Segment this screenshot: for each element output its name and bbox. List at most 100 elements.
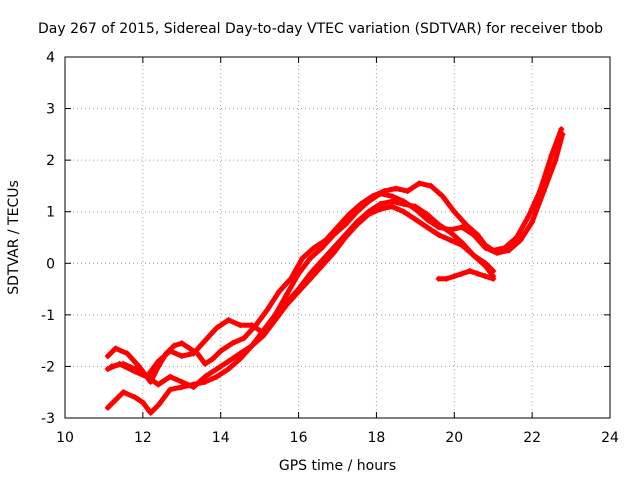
y-tick-label: -1 [41, 308, 55, 324]
series-track-5 [435, 268, 497, 282]
data-point-plus [124, 350, 131, 357]
data-point-plus [416, 180, 423, 187]
data-point-plus [209, 355, 216, 362]
data-point-plus [104, 366, 111, 373]
data-point-plus [424, 211, 431, 218]
x-tick-label: 20 [445, 430, 463, 446]
data-point-plus [342, 221, 349, 228]
x-tick-label: 22 [523, 430, 541, 446]
data-point-plus [459, 242, 466, 249]
data-point-plus [260, 332, 267, 339]
data-point-plus [404, 188, 411, 195]
y-tick-label: 2 [46, 153, 55, 169]
x-axis-ticks: 10 12 14 16 18 20 22 24 [56, 57, 619, 446]
data-point-plus [365, 198, 372, 205]
plot-frame [64, 56, 611, 419]
data-point-plus [451, 273, 458, 280]
x-axis-label: GPS time / hours [279, 458, 396, 474]
data-point-plus [112, 345, 119, 352]
data-point-plus [311, 244, 318, 251]
data-point-plus [548, 151, 555, 158]
data-point-plus [202, 373, 209, 380]
data-point-plus [248, 342, 255, 349]
y-axis-label: SDTVAR / TECUs [6, 180, 22, 295]
data-point-plus [389, 203, 395, 210]
y-tick-label: 0 [46, 256, 55, 272]
data-point-plus [120, 389, 127, 396]
data-point-plus [558, 126, 565, 133]
data-point-plus [178, 353, 185, 360]
data-point-plus [466, 268, 473, 275]
data-point-plus [217, 347, 224, 354]
data-point-plus [435, 231, 442, 238]
data-point-plus [505, 247, 512, 254]
series-line [109, 204, 496, 390]
data-point-plus [299, 255, 306, 262]
data-point-plus [202, 337, 209, 344]
series-track-2 [104, 131, 566, 380]
data-point-plus [237, 322, 244, 329]
data-point-plus [482, 244, 489, 251]
data-point-plus [330, 231, 337, 238]
data-point-plus [155, 402, 162, 409]
y-tick-label: 3 [46, 102, 55, 118]
data-point-plus [132, 366, 139, 373]
data-point-plus [474, 270, 481, 277]
data-point-plus [229, 340, 236, 347]
data-point-plus [377, 200, 384, 207]
data-point-plus [167, 373, 174, 380]
x-tick-label: 18 [368, 430, 386, 446]
data-point-plus [135, 363, 142, 370]
y-tick-label: 4 [46, 50, 55, 66]
data-point-plus [346, 211, 353, 218]
data-point-plus [318, 262, 325, 269]
data-point-plus [178, 384, 185, 391]
x-tick-label: 16 [290, 430, 308, 446]
data-series [104, 126, 566, 416]
data-point-plus [190, 384, 197, 391]
data-point-plus [225, 358, 232, 365]
data-point-plus [143, 373, 150, 380]
x-tick-label: 10 [56, 430, 74, 446]
data-point-plus [190, 350, 197, 357]
data-point-plus [167, 386, 174, 393]
data-point-plus [470, 231, 477, 238]
data-point-plus [295, 288, 302, 295]
data-point-plus [178, 340, 185, 347]
data-point-plus [104, 353, 111, 360]
data-point-plus [482, 273, 489, 280]
data-point-plus [108, 363, 115, 370]
y-tick-label: 1 [46, 205, 55, 221]
data-point-plus [525, 213, 532, 220]
data-point-plus [482, 260, 489, 267]
x-tick-label: 12 [134, 430, 152, 446]
data-point-plus [237, 355, 244, 362]
data-point-plus [213, 366, 220, 373]
data-point-plus [132, 394, 139, 401]
data-point-plus [424, 224, 431, 231]
data-point-plus [529, 219, 536, 226]
data-point-plus [225, 317, 232, 324]
data-point-plus [400, 208, 407, 215]
data-point-plus [178, 378, 185, 385]
data-point-plus [241, 335, 248, 342]
data-point-plus [439, 193, 446, 200]
data-point-plus [389, 198, 395, 205]
data-point-plus [412, 203, 419, 210]
data-point-plus [248, 322, 255, 329]
data-point-plus [389, 193, 395, 200]
data-point-plus [513, 234, 520, 241]
data-point-plus [540, 188, 547, 195]
data-point-plus [427, 182, 434, 189]
data-point-plus [307, 275, 314, 282]
series-track-4 [108, 203, 497, 391]
data-point-plus [155, 381, 162, 388]
data-point-plus [377, 190, 384, 197]
data-point-plus [462, 221, 469, 228]
data-point-plus [412, 216, 419, 223]
data-point-plus [353, 208, 360, 215]
data-point-plus [225, 366, 232, 373]
data-point-plus [377, 206, 384, 213]
data-point-plus [147, 409, 154, 416]
